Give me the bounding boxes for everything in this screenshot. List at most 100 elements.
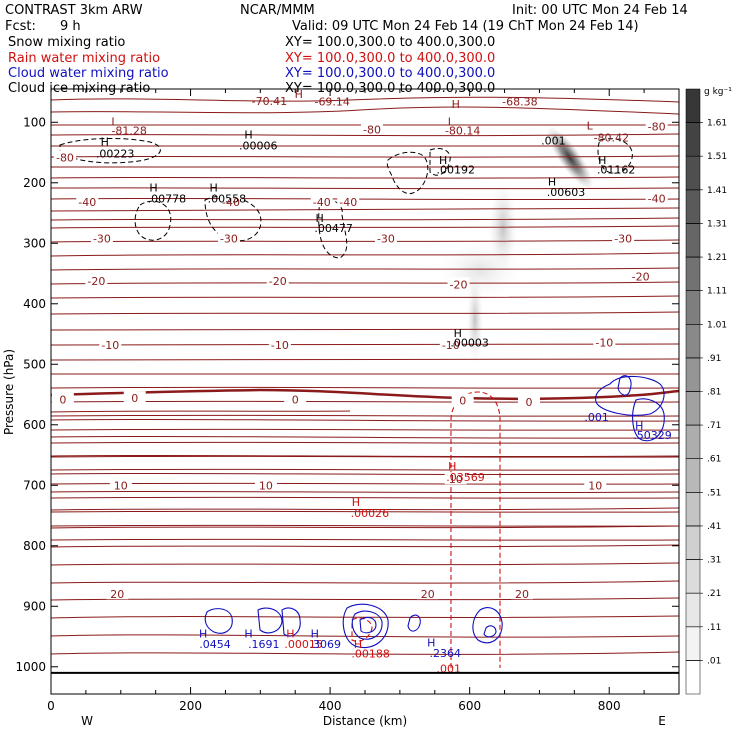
temp-label-halo — [444, 472, 467, 485]
temp-label-halo — [106, 587, 129, 600]
temp-label-halo — [217, 231, 240, 244]
colorbar-level: .81 — [707, 388, 721, 398]
extremum-label: H — [101, 136, 109, 149]
x-axis-label: Distance (km) — [323, 714, 407, 728]
isotherm-line — [51, 562, 679, 566]
colorbar-swatch — [685, 559, 701, 594]
isotherm-line — [51, 507, 679, 511]
west-label: W — [81, 714, 93, 728]
temperature-label: -10 — [101, 339, 119, 352]
extremum-label: H — [199, 628, 207, 641]
temp-label-halo — [266, 273, 289, 286]
temperature-label: 20 — [515, 588, 529, 601]
y-tick-label: 600 — [23, 418, 46, 432]
isotherm-line — [51, 435, 679, 439]
temperature-label: -40 — [78, 196, 96, 209]
legend-cloud-water-xy: XY= 100.0,300.0 to 400.0,300.0 — [285, 66, 496, 81]
isotherm-line — [51, 295, 679, 299]
isotherm-line — [51, 454, 679, 458]
isotherm-line — [51, 597, 679, 601]
colorbar: .01 .11 .21 .31 .41 .51 .61 .71 .81 .91 1.01 1.11 1.… — [685, 88, 727, 695]
colorbar-level: .61 — [707, 455, 721, 465]
temp-label-halo — [109, 478, 132, 491]
colorbar-unit: g kg⁻¹ — [704, 87, 732, 97]
temperature-label: -80 — [56, 151, 74, 164]
temp-label-halo — [645, 191, 668, 204]
isotherm-line — [51, 187, 679, 190]
temp-label-halo — [220, 195, 243, 208]
colorbar-level: 1.31 — [707, 219, 727, 229]
legend-snow: Snow mixing ratio — [8, 35, 126, 50]
x-axis-ticks: 0 200 400 600 800 — [47, 89, 645, 713]
isotherm-line — [51, 510, 679, 513]
extremum-label: .001 — [541, 134, 566, 147]
extremum-label: .01162 — [597, 163, 636, 176]
temperature-label: -20 — [269, 275, 287, 288]
colorbar-level: .31 — [707, 556, 721, 566]
isotherm-line — [51, 207, 679, 212]
colorbar-swatch — [685, 155, 701, 191]
isotherm-line — [51, 217, 679, 221]
colorbar-level: .21 — [707, 589, 721, 599]
extremum-label: H — [448, 460, 456, 473]
colorbar-swatch — [685, 626, 701, 661]
temperature-label: 0 — [292, 393, 299, 406]
extremum-label: .00223 — [96, 148, 135, 161]
colorbar-swatch — [685, 660, 701, 695]
extremum-label: H — [311, 628, 319, 641]
extremum-label: .00558 — [208, 193, 247, 206]
extrema-labels: HH-70.41 -69.14 -68.38L-81.28L-80.14 L-80.4… — [96, 88, 672, 676]
temperature-label: -40 — [648, 193, 666, 206]
temperature-label: -20 — [632, 271, 650, 284]
temperature-label: -30 — [614, 232, 632, 245]
y-tick-label: 300 — [23, 236, 46, 250]
isotherm-line — [51, 133, 679, 137]
isotherm-line — [51, 634, 679, 638]
isotherm-line — [51, 651, 679, 655]
isotherm-line — [51, 544, 679, 548]
extremum-label: H — [286, 628, 294, 641]
extremum-label: .2364 — [429, 647, 461, 660]
colorbar-level: .01 — [707, 656, 721, 666]
temp-label-halo — [268, 337, 291, 350]
colorbar-level: .51 — [707, 488, 721, 498]
isotherm-line — [51, 225, 679, 229]
extremum-label: .00192 — [436, 163, 475, 176]
isotherm-line — [51, 96, 679, 103]
isotherm-line — [51, 414, 679, 417]
y-tick-label: 500 — [23, 357, 46, 371]
forecast-label: Fcst: — [5, 19, 36, 34]
temp-label-halo — [447, 277, 470, 290]
extremum-label: L — [111, 116, 118, 129]
temp-label-halo — [310, 195, 333, 208]
isotherm-line — [51, 252, 679, 257]
temperature-label: -10 — [271, 339, 289, 352]
extremum-label: .3069 — [309, 638, 341, 651]
x-tick-label: 600 — [458, 699, 481, 713]
rain-water-contours — [351, 391, 501, 668]
colorbar-level: .41 — [707, 522, 721, 532]
extremum-label: .00603 — [547, 186, 586, 199]
forecast-hour: 9 h — [60, 19, 81, 34]
colorbar-swatch — [685, 256, 701, 291]
isotherm-line — [51, 239, 679, 243]
cloud-ice-contours — [59, 137, 633, 259]
extremum-label: H — [244, 628, 252, 641]
temp-label-halo — [360, 122, 383, 135]
init-time: Init: 00 UTC Mon 24 Feb 14 — [512, 3, 688, 18]
extremum-label: -69.14 — [314, 96, 349, 109]
temperature-label: 10 — [114, 479, 128, 492]
extremum-label: H — [244, 128, 252, 141]
temperature-label: 10 — [449, 473, 463, 486]
extremum-label: L — [448, 116, 455, 129]
isotherm-line — [51, 281, 679, 285]
temperature-label: 0 — [459, 395, 466, 408]
temp-label-halo — [584, 478, 607, 491]
isotherm-line — [51, 176, 679, 179]
temperature-label: 20 — [110, 588, 124, 601]
colorbar-swatch — [685, 592, 701, 628]
temp-label-halo — [53, 150, 76, 163]
temperature-label: -10 — [595, 336, 613, 349]
colorbar-swatch — [685, 324, 701, 359]
